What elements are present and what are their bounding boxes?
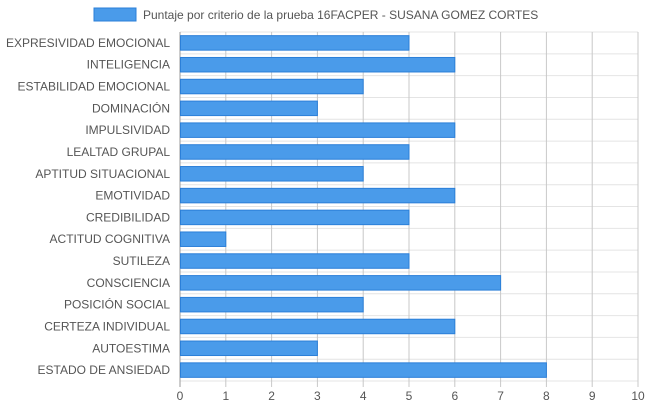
category-label: ESTADO DE ANSIEDAD [38,363,171,377]
x-tick-label: 10 [631,389,645,403]
bar[interactable] [180,318,456,335]
x-tick-label: 0 [177,389,184,403]
bar[interactable] [180,78,364,95]
x-tick-label: 5 [406,389,413,403]
category-label: SUTILEZA [113,254,170,268]
category-label: ACTITUD COGNITIVA [50,232,170,246]
category-label: INTELIGENCIA [87,58,170,72]
legend-swatch [93,7,137,22]
category-label: APTITUD SITUACIONAL [35,167,170,181]
category-label: EXPRESIVIDAD EMOCIONAL [6,36,170,50]
bar[interactable] [180,56,456,73]
category-label: LEALTAD GRUPAL [67,145,171,159]
bar[interactable] [180,35,410,51]
x-tick-label: 8 [543,389,550,403]
legend-label: Puntaje por criterio de la prueba 16FACP… [143,8,538,22]
bar[interactable] [180,296,364,313]
x-tick-label: 4 [360,389,367,403]
x-axis-tick-labels: 0 1 2 3 4 5 6 7 8 9 10 [177,389,645,403]
chart-legend[interactable]: Puntaje por criterio de la prueba 16FACP… [93,7,538,22]
bar[interactable] [180,144,410,160]
category-label: CERTEZA INDIVIDUAL [44,319,170,333]
x-tick-label: 7 [497,389,504,403]
category-label: POSICIÓN SOCIAL [64,297,170,312]
x-tick-label: 3 [314,389,321,403]
bars [180,35,547,378]
bar[interactable] [180,253,410,269]
x-tick-label: 2 [268,389,275,403]
category-label: AUTOESTIMA [92,341,170,355]
category-label: CREDIBILIDAD [86,210,170,224]
category-label: CONSCIENCIA [87,276,170,290]
x-tick-label: 9 [589,389,596,403]
category-label: ESTABILIDAD EMOCIONAL [18,80,171,94]
x-tick-label: 6 [451,389,458,403]
category-label: IMPULSIVIDAD [85,123,170,137]
bar[interactable] [180,122,456,138]
category-label: DOMINACIÓN [92,100,170,115]
category-labels: EXPRESIVIDAD EMOCIONAL INTELIGENCIA ESTABI… [6,36,170,377]
x-tick-label: 1 [222,389,229,403]
bar[interactable] [180,231,227,247]
bar[interactable] [180,275,502,291]
category-label: EMOTIVIDAD [95,189,170,203]
bar[interactable] [180,187,456,204]
bar[interactable] [180,209,410,226]
bar[interactable] [180,362,547,378]
bar[interactable] [180,100,318,117]
bar[interactable] [180,166,364,182]
bar[interactable] [180,340,318,357]
